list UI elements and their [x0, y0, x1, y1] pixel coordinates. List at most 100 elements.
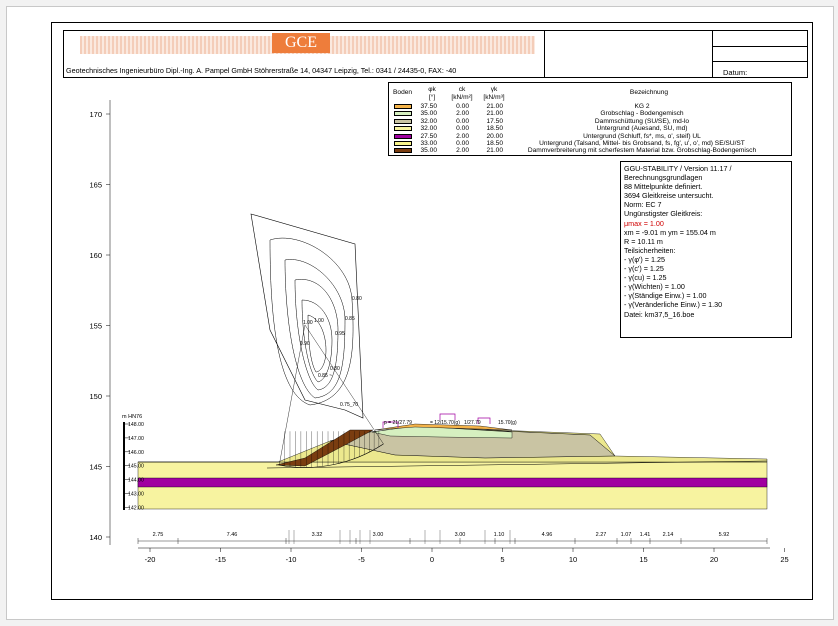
legend-row: 35.00 2.00 21.00 Grobschlag - Bodengemisch: [389, 110, 791, 117]
borehole-tick-label: 145.00: [128, 464, 144, 470]
legend-swatch: [394, 141, 412, 146]
legend-swatch: [394, 118, 412, 124]
dimension-label: 1.07: [621, 532, 632, 538]
legend-phi: 32.00: [420, 125, 437, 133]
legend-description: Untergrund (Auesand, SU, md): [596, 125, 688, 133]
legend-swatch: [394, 126, 412, 132]
legend-phi: 35.00: [420, 147, 437, 155]
grid-boundary: [250, 213, 364, 419]
contour-label: 0.95: [335, 331, 345, 337]
y-axis-tick-label: 145: [89, 463, 102, 472]
legend-swatch: [394, 148, 412, 154]
partial-factor: - γ(φ') = 1.25: [624, 254, 665, 264]
legend-phi: 35.00: [420, 110, 437, 118]
legend-description: Dammschüttung (SU/SE), md-lo: [594, 117, 690, 125]
dimension-label: 2.75: [153, 532, 164, 538]
x-axis-tick-label: 20: [710, 555, 718, 564]
slip-radius-line: [278, 324, 306, 466]
contour-label: 0.80: [330, 366, 340, 372]
legend-gamma: 18.50: [486, 140, 503, 147]
legend-phi: 32.00: [420, 117, 437, 125]
title-block-company-cell: [64, 31, 545, 77]
legend-c: 0.00: [456, 117, 469, 125]
info-line: Ungünstigster Gleitkreis:: [624, 209, 703, 219]
legend-header-boden: Boden: [393, 89, 413, 96]
load-label: 1/27.79: [464, 420, 481, 426]
dimension-line: 2.75 7.46 3.32 3.00 3.00 1.10 4.96 2.27 1.07 1.41…: [137, 530, 768, 544]
info-line: Norm: EC 7: [624, 200, 662, 210]
contour-label: 0.90: [300, 341, 310, 347]
partial-factor: - γ(Ständige Einw.) = 1.00: [624, 291, 707, 301]
x-axis-tick-label: 10: [569, 555, 577, 564]
borehole-tick-label: 143.00: [128, 492, 144, 498]
legend-gamma: 21.00: [486, 110, 503, 118]
legend-description: KG 2: [634, 103, 650, 110]
y-axis-tick-label: 160: [89, 251, 102, 260]
load-label: = 12/15.70(g): [430, 420, 460, 426]
safety-factor: μmax = 1.00: [624, 218, 664, 228]
load-marker: [382, 421, 399, 428]
contour-line: [284, 259, 346, 399]
legend-phi: 37.50: [420, 103, 437, 110]
info-line: GGU-STABILITY / Version 11.17 /: [624, 164, 732, 173]
title-block-divider: [712, 61, 807, 62]
legend-row: 37.50 0.00 21.00 KG 2: [389, 103, 791, 110]
dimension-label: 2.14: [663, 532, 674, 538]
dimension-label: 1.41: [640, 532, 651, 538]
circle-center: xm = -9.01 m ym = 155.04 m: [624, 227, 716, 237]
x-axis-tick-label: 5: [500, 555, 504, 564]
contour-label: 0.75_70: [340, 402, 358, 408]
y-axis-tick-label: 170: [89, 110, 102, 119]
title-block: GCE Geotechnisches Ingenieurbüro Dipl.-I…: [63, 30, 808, 78]
borehole-tick-label: 146.00: [128, 450, 144, 456]
borehole-tick-label: 144.00: [128, 478, 144, 484]
y-axis: 170 165 160 155 150 145 140: [89, 100, 111, 545]
partial-factor: - γ(Wichten) = 1.00: [624, 282, 685, 292]
dimension-label: 3.00: [373, 532, 384, 538]
datum-label: Datum:: [723, 68, 748, 77]
x-axis-tick-label: 0: [430, 555, 434, 564]
contour-line: [301, 299, 333, 383]
x-axis-tick-label: 15: [639, 555, 647, 564]
x-axis-tick-label: 25: [780, 555, 788, 564]
load-label: p = 21/27.79: [384, 420, 412, 426]
contour-label: 0.85: [345, 316, 355, 322]
dimension-label: 3.32: [312, 532, 323, 538]
dimension-label: 2.27: [596, 532, 607, 538]
partial-factor: - γ(c') = 1.25: [624, 264, 664, 274]
legend-gamma: 21.00: [486, 147, 503, 155]
legend-gamma: 17.50: [486, 117, 503, 125]
dimension-label: 4.96: [542, 532, 553, 538]
dimension-label: 5.92: [719, 532, 730, 538]
layer-dammverbreiterung: [275, 429, 374, 467]
legend-c: 0.00: [456, 103, 469, 110]
legend-description: Untergrund (Schluff, fs*, ms, o', steif)…: [583, 132, 701, 140]
borehole-tick-label: 142.00: [128, 505, 144, 511]
partial-factor: - γ(cu) = 1.25: [624, 273, 667, 283]
drawing-frame: [51, 22, 813, 600]
surface-loads: p = 21/27.79 = 12/15.70(g) 1/27.79 15.70(g): [382, 413, 517, 428]
borehole-datum-label: m HN76: [122, 414, 142, 420]
borehole-column: m HN76 148.00 147.00 146.00 145.00 144.00 143.…: [122, 414, 144, 511]
legend-row: 33.00 0.00 18.50 Untergrund (Talsand, Mitte…: [389, 140, 791, 147]
info-line: 3694 Gleitkreise untersucht.: [624, 191, 714, 201]
circle-radius: R = 10.11 m: [624, 236, 663, 246]
contour-label: 0.85 ~: [318, 373, 332, 379]
legend-description: Grobschlag - Bodengemisch: [600, 110, 684, 118]
legend-c: 2.00: [456, 132, 469, 140]
dimension-label: 1.10: [494, 532, 505, 538]
legend-gamma: 20.00: [486, 132, 503, 140]
slip-radius-line: [304, 324, 384, 445]
legend-c: 0.00: [456, 140, 469, 147]
y-axis-tick-label: 155: [89, 322, 102, 331]
title-block-divider: [712, 46, 807, 47]
load-marker: [477, 417, 491, 424]
calculation-info-box: GGU-STABILITY / Version 11.17 /Berechnun…: [620, 161, 792, 338]
dimension-label: 7.46: [227, 532, 238, 538]
legend-header-phi: φk [°]: [428, 86, 436, 101]
partial-factor: - γ(Veränderliche Einw.) = 1.30: [624, 300, 723, 310]
y-axis-tick-label: 165: [89, 181, 102, 190]
legend-row: 35.00 2.00 21.00 Dammverbreiterung mit sche…: [389, 147, 791, 154]
legend-c: 2.00: [456, 147, 469, 155]
